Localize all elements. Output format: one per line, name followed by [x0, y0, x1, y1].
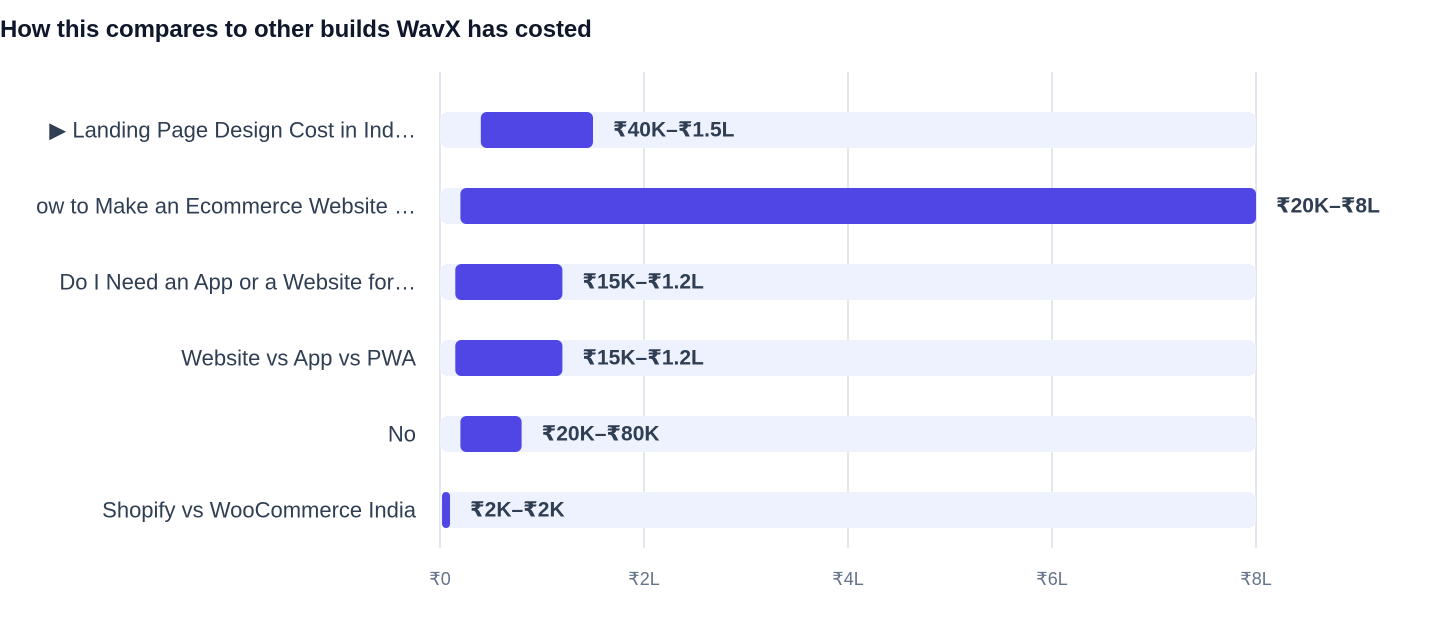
range-bar	[455, 340, 563, 376]
range-bar	[460, 188, 1256, 224]
value-label: ₹15K–₹1.2L	[582, 347, 704, 370]
category-label: Do I Need an App or a Website for…	[59, 270, 416, 295]
bar-track	[440, 416, 1256, 452]
x-tick-label: ₹2L	[628, 569, 659, 589]
x-axis-tick-labels: ₹0 ₹2L ₹4L ₹6L ₹8L	[429, 569, 1271, 589]
x-tick-label: ₹4L	[832, 569, 863, 589]
bar-track	[440, 340, 1256, 376]
x-tick-label: ₹6L	[1036, 569, 1067, 589]
value-label: ₹20K–₹8L	[1276, 195, 1380, 218]
x-tick-label: ₹8L	[1240, 569, 1271, 589]
bar-track	[440, 264, 1256, 300]
value-labels: ₹40K–₹1.5L ₹20K–₹8L ₹15K–₹1.2L ₹15K–₹1.2L ₹2…	[470, 119, 1380, 522]
category-label: Website vs App vs PWA	[181, 346, 416, 371]
value-label: ₹15K–₹1.2L	[582, 271, 704, 294]
bar-track	[440, 112, 1256, 148]
range-bar	[480, 112, 593, 148]
category-labels: ▶ Landing Page Design Cost in Ind… ow to …	[36, 118, 417, 523]
chart-title: How this compares to other builds WavX h…	[0, 16, 592, 43]
category-label: ow to Make an Ecommerce Website …	[36, 194, 416, 219]
value-label: ₹20K–₹80K	[542, 423, 660, 446]
x-tick-label: ₹0	[429, 569, 450, 589]
category-label: No	[388, 422, 416, 447]
bar-track	[440, 492, 1256, 528]
range-bar	[455, 264, 563, 300]
range-bar	[460, 416, 522, 452]
category-label: ▶ Landing Page Design Cost in Ind…	[49, 118, 416, 143]
category-label: Shopify vs WooCommerce India	[102, 498, 417, 523]
value-label: ₹40K–₹1.5L	[613, 119, 735, 142]
value-label: ₹2K–₹2K	[470, 499, 565, 522]
grid-lines	[439, 72, 1257, 548]
range-bar	[442, 492, 451, 528]
range-bars	[442, 112, 1256, 528]
